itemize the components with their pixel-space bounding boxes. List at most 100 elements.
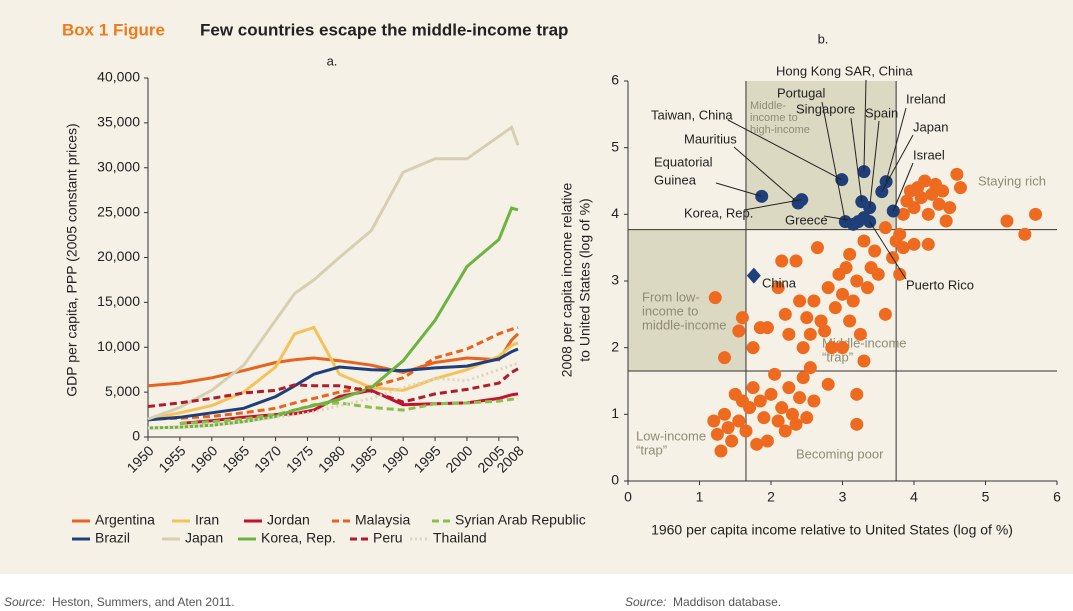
- point: [950, 167, 964, 181]
- leader-line: [733, 146, 799, 204]
- x-tick-label: 4: [910, 489, 918, 505]
- point: [782, 327, 796, 341]
- source-text: Heston, Summers, and Aten 2011.: [52, 595, 235, 609]
- x-tick-label: 5: [982, 489, 990, 505]
- source-text: Maddison database.: [673, 595, 781, 609]
- point: [718, 351, 732, 365]
- source-label: Source:: [4, 595, 45, 609]
- point: [732, 414, 746, 428]
- point: [878, 221, 892, 235]
- y-tick-label: 5,000: [105, 383, 140, 399]
- y-tick-label: 1: [611, 405, 619, 421]
- y-tick-label: 20,000: [97, 248, 140, 264]
- point: [925, 187, 939, 201]
- point: [893, 227, 907, 241]
- point: [707, 414, 721, 428]
- region-label: income to: [642, 303, 698, 318]
- point: [1029, 207, 1043, 221]
- point-label: Korea, Rep.: [684, 205, 753, 220]
- shaded-region: [628, 229, 746, 371]
- point: [1018, 227, 1032, 241]
- point: [821, 377, 835, 391]
- point: [896, 241, 910, 255]
- point: [760, 321, 774, 335]
- footer-band: [0, 574, 1073, 611]
- point: [861, 281, 875, 295]
- leader-line: [715, 182, 762, 197]
- point: [775, 401, 789, 415]
- point-label: Ireland: [906, 91, 946, 106]
- y-tick-label: 4: [611, 205, 619, 221]
- point: [850, 274, 864, 288]
- point: [871, 267, 885, 281]
- point: [789, 417, 803, 431]
- point: [896, 207, 910, 221]
- legend-label: Peru: [373, 530, 403, 546]
- point-label: Portugal: [777, 85, 826, 100]
- point: [753, 394, 767, 408]
- point: [746, 341, 760, 355]
- series-line: [147, 326, 519, 421]
- point: [796, 341, 810, 355]
- leader-line: [863, 79, 867, 172]
- series-line: [147, 125, 520, 421]
- point: [1000, 214, 1014, 228]
- point: [778, 307, 792, 321]
- point: [725, 434, 739, 448]
- point: [782, 381, 796, 395]
- point: [796, 371, 810, 385]
- point-label: Taiwan, China: [651, 107, 733, 122]
- point: [771, 281, 785, 295]
- point: [708, 291, 722, 305]
- point: [732, 324, 746, 338]
- point-label: Singapore: [796, 101, 855, 116]
- point-label: China: [762, 275, 797, 290]
- point: [735, 311, 749, 325]
- point: [778, 424, 792, 438]
- legend-label: Malaysia: [355, 512, 410, 528]
- point: [775, 254, 789, 268]
- point: [943, 201, 957, 215]
- region-label: income to: [750, 112, 798, 124]
- point: [914, 191, 928, 205]
- point-label: Equatorial: [654, 154, 713, 169]
- point: [714, 444, 728, 458]
- leader-line: [869, 221, 907, 280]
- point: [803, 361, 817, 375]
- point: [803, 327, 817, 341]
- point: [807, 294, 821, 308]
- series-line: [179, 396, 519, 425]
- point: [821, 281, 835, 295]
- source-label: Source:: [625, 595, 666, 609]
- y-tick-label: 5: [611, 138, 619, 154]
- point: [810, 241, 824, 255]
- y-tick-label: 25,000: [97, 203, 140, 219]
- x-tick-label: 3: [839, 489, 847, 505]
- point: [789, 254, 803, 268]
- point-label: Japan: [913, 119, 948, 134]
- series-line: [147, 347, 519, 422]
- legend-label: Brazil: [95, 530, 130, 546]
- point: [828, 301, 842, 315]
- region-label: middle-income: [642, 317, 727, 332]
- point: [921, 207, 935, 221]
- y-axis-title: GDP per capita, PPP (2005 constant price…: [64, 123, 80, 396]
- y-axis-title: 2008 per capita income relative: [559, 183, 575, 378]
- point: [953, 181, 967, 195]
- region-label: Staying rich: [978, 173, 1046, 188]
- region-label: Low-income: [636, 428, 706, 443]
- y-tick-label: 6: [611, 72, 619, 88]
- point-label: Hong Kong SAR, China: [776, 63, 913, 78]
- y-tick-label: 30,000: [97, 158, 140, 174]
- point-label: Israel: [913, 147, 945, 162]
- point: [868, 244, 882, 258]
- point: [764, 387, 778, 401]
- y-tick-label: 15,000: [97, 293, 140, 309]
- point-label: Puerto Rico: [906, 277, 974, 292]
- point: [857, 211, 871, 225]
- point: [857, 234, 871, 248]
- point: [750, 437, 764, 451]
- region-label: Becoming poor: [796, 446, 884, 461]
- y-axis-title: to United States (log of %): [577, 198, 593, 361]
